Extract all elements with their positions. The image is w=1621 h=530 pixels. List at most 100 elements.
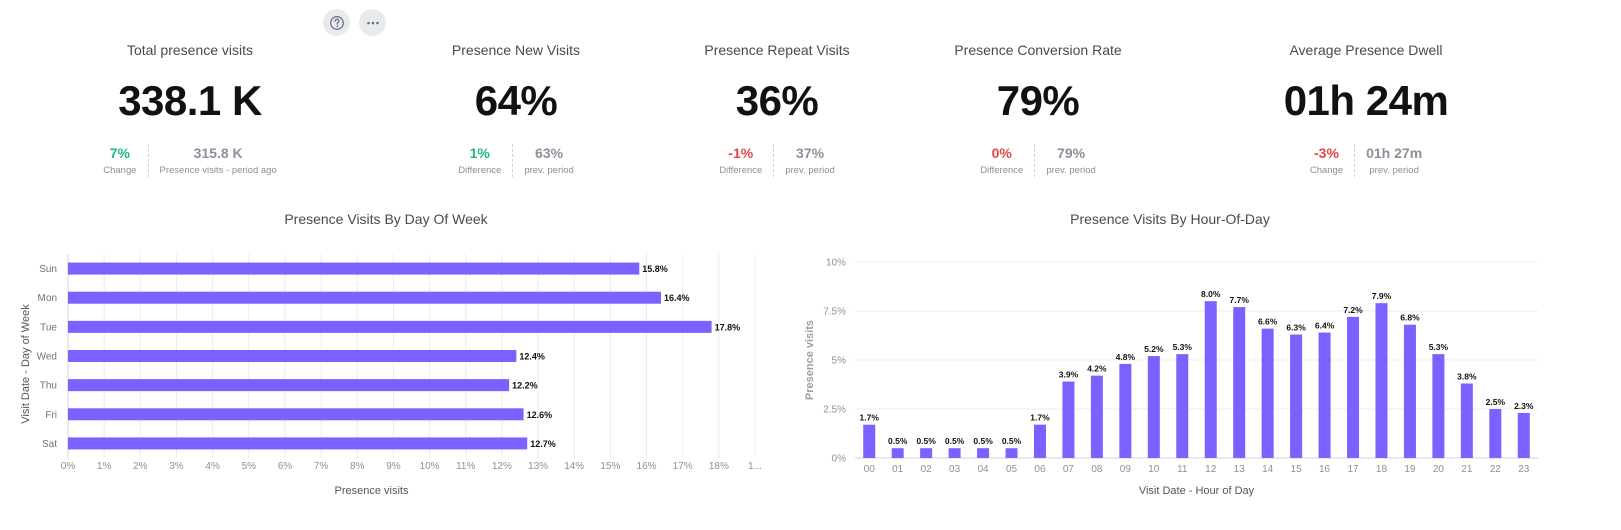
x-tick-label: 8% <box>350 461 365 472</box>
kpi-value: 01h 24m <box>1283 77 1449 124</box>
kpi-previous: 63% prev. period <box>512 144 574 177</box>
x-tick-label: 14% <box>564 461 584 472</box>
x-tick-label: 16% <box>637 461 657 472</box>
x-tick-label: 02 <box>921 464 933 475</box>
kpi-difference: 1% Difference <box>458 144 512 177</box>
x-tick-label: 19 <box>1404 464 1416 475</box>
kpi-value: 64% <box>474 77 558 124</box>
y-tick-label: Sat <box>42 439 57 450</box>
x-tick-label: 08 <box>1091 464 1103 475</box>
kpi-presence-repeat-visits: Presence Repeat Visits 36% -1% Differenc… <box>627 40 927 177</box>
bar <box>68 350 517 362</box>
y-tick-label: Wed <box>37 352 57 363</box>
x-tick-label: 04 <box>978 464 990 475</box>
kpi-change-label: Change <box>1309 165 1344 176</box>
data-label: 3.8% <box>1457 372 1477 382</box>
y-tick-label: 10% <box>826 258 846 269</box>
x-tick-label: 18% <box>709 461 729 472</box>
kpi-difference: -1% Difference <box>719 144 773 177</box>
kpi-difference-label: Difference <box>458 165 502 176</box>
x-tick-label: 7% <box>314 461 329 472</box>
bar <box>1517 412 1530 458</box>
bar <box>1147 356 1160 458</box>
data-label: 12.4% <box>519 352 545 362</box>
data-label: 6.3% <box>1286 323 1306 333</box>
kpi-difference-value: 1% <box>469 145 490 161</box>
x-tick-label: 14 <box>1262 464 1274 475</box>
y-tick-label: 2.5% <box>823 405 846 416</box>
kpi-change-value: 7% <box>109 145 130 161</box>
x-tick-label: 12 <box>1205 464 1217 475</box>
y-tick-label: 0% <box>832 454 847 465</box>
bar <box>68 320 712 333</box>
x-tick-label: 23 <box>1518 464 1530 475</box>
bar <box>1318 332 1331 458</box>
data-label: 6.6% <box>1258 317 1278 327</box>
kpi-title: Presence New Visits <box>451 42 581 58</box>
bar <box>977 448 990 458</box>
kpi-previous: 79% prev. period <box>1034 144 1096 177</box>
data-label: 3.9% <box>1059 370 1079 380</box>
x-tick-label: 16 <box>1319 464 1331 475</box>
x-tick-label: 15% <box>600 461 620 472</box>
kpi-previous: 37% prev. period <box>773 144 835 177</box>
kpi-title: Presence Conversion Rate <box>954 42 1122 58</box>
data-label: 5.2% <box>1144 344 1164 354</box>
kpi-previous-label: Presence visits - period ago <box>159 165 277 176</box>
data-label: 6.4% <box>1315 321 1335 331</box>
x-tick-label: 17 <box>1347 464 1359 475</box>
kpi-change-label: Change <box>103 165 137 176</box>
y-tick-label: Fri <box>45 410 57 421</box>
data-label: 0.5% <box>973 436 993 446</box>
x-tick-label: 1% <box>97 461 112 472</box>
data-label: 8.0% <box>1201 289 1221 299</box>
data-label: 17.8% <box>715 322 741 332</box>
data-label: 0.5% <box>888 436 908 446</box>
data-label: 0.5% <box>916 436 936 446</box>
kpi-presence-new-visits: Presence New Visits 64% 1% Difference 63… <box>366 40 666 177</box>
x-tick-label: 03 <box>949 464 961 475</box>
data-label: 4.8% <box>1116 352 1136 362</box>
kpi-difference-label: Difference <box>980 165 1024 176</box>
data-label: 12.2% <box>512 381 538 391</box>
bar <box>1204 301 1217 458</box>
bar <box>891 448 904 458</box>
bar <box>948 448 961 458</box>
bar <box>1062 381 1075 458</box>
kpi-title: Presence Repeat Visits <box>704 42 850 58</box>
bar <box>1033 424 1046 458</box>
more-options-button[interactable] <box>359 9 386 36</box>
kpi-previous-label: prev. period <box>1046 165 1096 176</box>
x-tick-label: 15 <box>1291 464 1303 475</box>
kpi-change: -3% Change <box>1310 144 1354 177</box>
kpi-previous-label: prev. period <box>524 165 574 176</box>
help-button[interactable] <box>323 9 350 36</box>
x-tick-label: 17% <box>673 461 693 472</box>
x-tick-label: 22 <box>1490 464 1502 475</box>
kpi-title: Total presence visits <box>126 42 254 58</box>
y-tick-label: Tue <box>40 322 57 333</box>
question-circle-icon <box>329 15 344 30</box>
ellipsis-icon <box>366 21 379 24</box>
kpi-change: 7% Change <box>103 144 147 177</box>
widget-toolbar <box>323 9 386 36</box>
x-tick-label: 07 <box>1063 464 1075 475</box>
x-tick-label: 0% <box>61 461 76 472</box>
data-label: 0.5% <box>945 436 965 446</box>
x-tick-label: 10% <box>420 461 440 472</box>
data-label: 12.7% <box>530 439 556 449</box>
x-tick-label: 21 <box>1461 464 1473 475</box>
day-of-week-chart: 0% 1% 2% 3% 4% 5% 6% 7% 8% 9% 10% 11% 12% 13% 14% 15% 16… <box>20 254 762 497</box>
y-axis-title: Presence visits <box>804 320 816 400</box>
kpi-previous-value: 63% <box>535 145 564 161</box>
kpi-total-presence-visits: Total presence visits 338.1 K 7% Change … <box>40 40 340 177</box>
bar <box>1375 303 1388 458</box>
bar <box>1233 307 1246 458</box>
x-tick-label: 11 <box>1177 464 1188 475</box>
x-tick-label: 6% <box>278 461 293 472</box>
x-tick-label: 12% <box>492 461 512 472</box>
kpi-difference: 0% Difference <box>980 144 1034 177</box>
x-tick-label: 18 <box>1376 464 1388 475</box>
x-tick-label: 2% <box>133 461 148 472</box>
data-label: 1.7% <box>860 413 880 423</box>
